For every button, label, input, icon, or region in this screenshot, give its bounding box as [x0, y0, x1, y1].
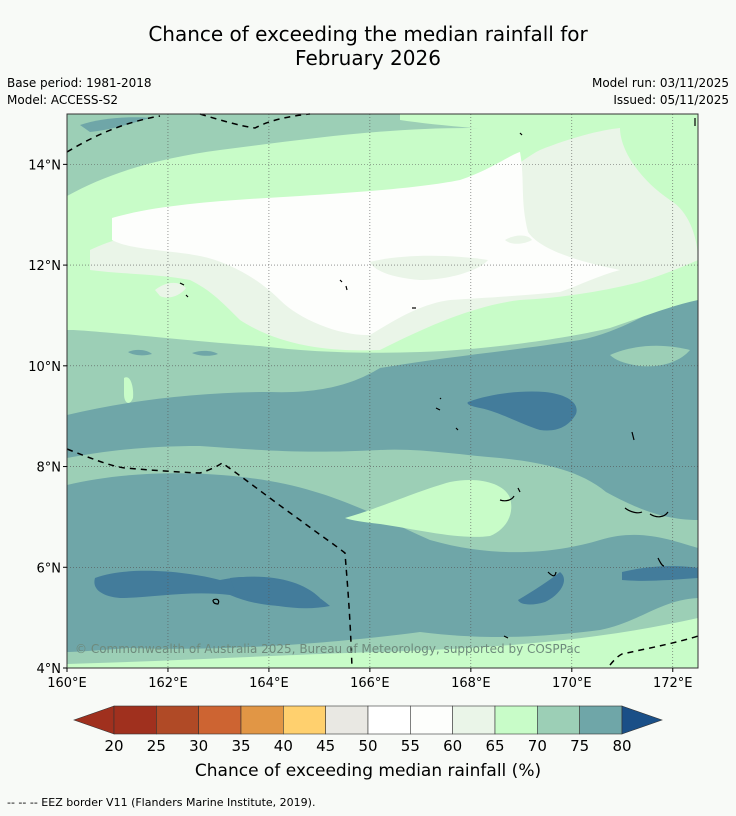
copyright-text: © Commonwealth of Australia 2025, Bureau…: [75, 642, 580, 656]
contour-patch-h: [80, 117, 150, 132]
x-tick-label: 164°E: [249, 676, 289, 691]
contour-patch-c: [124, 377, 134, 403]
colorbar-segment: [156, 705, 199, 735]
y-tick-label: 12°N: [28, 259, 61, 274]
island-1: [519, 132, 523, 136]
colorbar-tick-label: 20: [104, 737, 123, 755]
contour-patch-b: [505, 235, 532, 244]
colorbar-tick-label: 40: [274, 737, 293, 755]
y-tick-label: 8°N: [37, 461, 62, 476]
colorbar-extend-high: [621, 705, 663, 735]
x-tick-label: 168°E: [451, 676, 491, 691]
y-tick-label: 14°N: [28, 158, 61, 173]
colorbar-segment: [113, 705, 157, 735]
y-tick-label: 4°N: [37, 662, 62, 677]
colorbar-tick-label: 75: [570, 737, 589, 755]
island-7: [499, 487, 521, 502]
eez-border-north-2: [199, 113, 311, 129]
island-10: [547, 571, 557, 577]
contour-patch-d: [128, 349, 152, 356]
meta-left: Base period: 1981-2018 Model: ACCESS-S2: [7, 75, 152, 109]
eez-borders: [66, 113, 699, 669]
x-tick-label: 170°E: [552, 676, 592, 691]
filled-contours: [67, 114, 698, 668]
contour-north-top-right: [400, 114, 698, 160]
contour-mid-green: [610, 345, 690, 367]
colorbar-segment: [494, 705, 538, 735]
contour-south-core-2: [230, 576, 330, 609]
y-tick-label: 10°N: [28, 360, 61, 375]
colorbar-segment: [367, 705, 411, 735]
colorbar-tick-label: 60: [443, 737, 462, 755]
island-11: [212, 598, 220, 605]
base-period: Base period: 1981-2018: [7, 76, 152, 90]
contour-east-core: [467, 391, 577, 431]
island-3: [339, 279, 348, 291]
island-6: [435, 397, 459, 431]
colorbar-tick-label: 80: [612, 737, 631, 755]
island-8: [624, 507, 669, 518]
y-tick-label: 6°N: [37, 561, 62, 576]
colorbar-tick-label: 45: [316, 737, 335, 755]
eez-border-southeast: [609, 635, 699, 666]
x-tick-label: 162°E: [148, 676, 188, 691]
plot-frame: [66, 113, 699, 669]
contour-south-green-strip: [67, 618, 698, 668]
colorbar-tick-label: 25: [147, 737, 166, 755]
contour-patch-green: [345, 479, 512, 537]
island-4: [179, 282, 189, 298]
contour-center-patch: [370, 255, 488, 280]
island-12: [503, 635, 509, 639]
contour-south-teal: [67, 473, 698, 652]
colorbar: 20 25 30 35 40 45 50 55 60 65 70 75 80: [73, 705, 663, 755]
colorbar-extend-low: [73, 705, 115, 735]
colorbar-segment: [410, 705, 453, 735]
model-run: Model run: 03/11/2025: [591, 76, 729, 90]
contour-north-green-top: [67, 114, 420, 168]
colorbar-segment: [240, 705, 284, 735]
issued-date: Issued: 05/11/2025: [613, 93, 729, 107]
model-name: Model: ACCESS-S2: [7, 93, 119, 107]
contour-patch-e: [192, 350, 218, 356]
axis-ticks: 160°E 162°E 164°E 166°E 168°E 170°E 172°E 4°N 6°…: [28, 158, 692, 691]
contour-mid-teal: [67, 292, 698, 520]
chart-title: Chance of exceeding the median rainfall …: [0, 22, 736, 70]
title-line-2: February 2026: [295, 46, 441, 70]
x-tick-label: 160°E: [47, 676, 87, 691]
colorbar-segment: [283, 705, 326, 735]
contour-patch-a: [155, 282, 186, 298]
x-tick-label: 172°E: [653, 676, 693, 691]
contour-patch-f: [518, 572, 565, 605]
eez-border-north: [66, 115, 161, 153]
colorbar-segment: [537, 705, 580, 735]
colorbar-segment: [452, 705, 496, 735]
eez-legend-footer: -- -- -- EEZ border V11 (Flanders Marine…: [7, 796, 316, 809]
meta-right: Model run: 03/11/2025 Issued: 05/11/2025: [592, 75, 729, 109]
colorbar-tick-label: 65: [485, 737, 504, 755]
colorbar-tick-label: 50: [358, 737, 377, 755]
colorbar-segment: [325, 705, 369, 735]
colorbar-label: Chance of exceeding median rainfall (%): [194, 761, 542, 781]
contour-central-50: [112, 152, 620, 336]
colorbar-tick-label: 55: [401, 737, 420, 755]
eez-border-west: [66, 448, 353, 669]
colorbar-segment: [579, 705, 623, 735]
title-line-1: Chance of exceeding the median rainfall …: [148, 22, 588, 46]
colorbar-tick-label: 30: [189, 737, 208, 755]
contour-patch-g: [622, 566, 698, 581]
island-9: [631, 431, 665, 567]
islands: [179, 118, 696, 639]
x-tick-label: 166°E: [350, 676, 390, 691]
colorbar-tick-label: 70: [528, 737, 547, 755]
colorbar-tick-label: 35: [231, 737, 250, 755]
colorbar-segment: [198, 705, 242, 735]
